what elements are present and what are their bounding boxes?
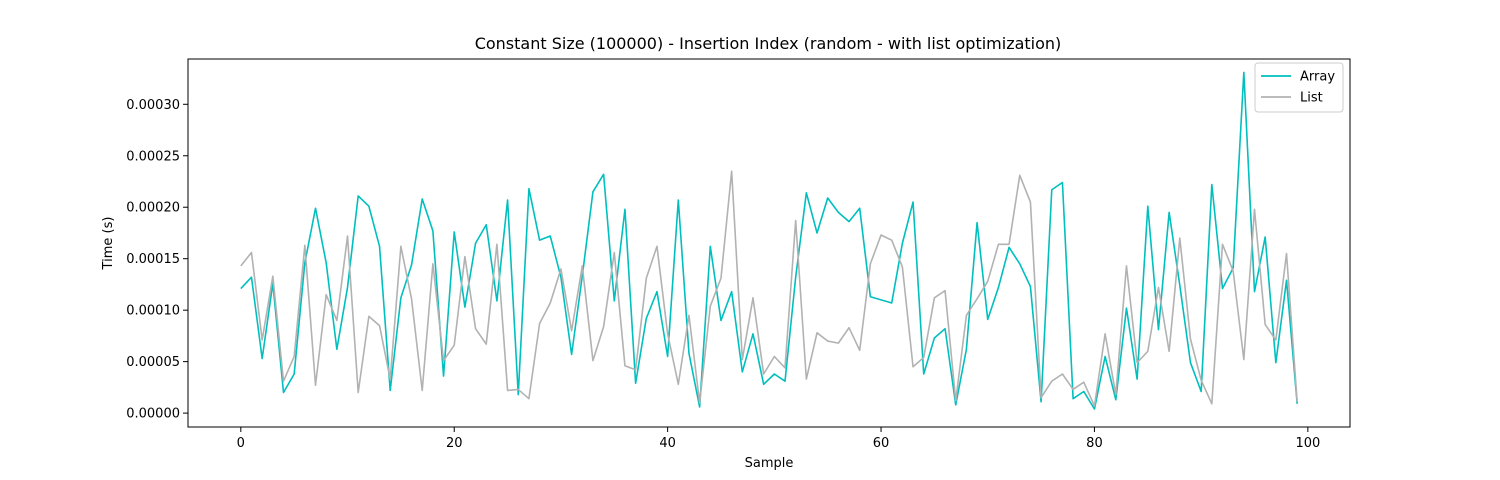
series-lines bbox=[240, 71, 1298, 410]
series-line-array bbox=[240, 71, 1298, 410]
x-axis: 0 20 40 60 80 100 bbox=[237, 427, 1320, 451]
legend: Array List bbox=[1254, 62, 1344, 113]
y-tick-label: 0.00020 bbox=[126, 201, 180, 216]
legend-label-array: Array bbox=[1300, 70, 1335, 85]
y-tick-label: 0.00025 bbox=[126, 149, 180, 164]
x-tick-label: 20 bbox=[446, 436, 463, 451]
plot-frame bbox=[187, 58, 1351, 428]
y-tick-label: 0.00005 bbox=[126, 355, 180, 370]
chart-title: Constant Size (100000) - Insertion Index… bbox=[475, 34, 1062, 53]
y-axis: 0.00000 0.00005 0.00010 0.00015 0.00020 0.000… bbox=[126, 98, 188, 422]
y-tick-label: 0.00000 bbox=[126, 407, 180, 422]
y-tick-label: 0.00030 bbox=[126, 98, 180, 113]
x-axis-label: Sample bbox=[745, 456, 794, 471]
x-tick-label: 60 bbox=[873, 436, 890, 451]
plot-area bbox=[187, 58, 1351, 428]
x-tick-label: 0 bbox=[237, 436, 245, 451]
legend-label-list: List bbox=[1300, 91, 1323, 106]
x-tick-label: 100 bbox=[1295, 436, 1320, 451]
y-tick-label: 0.00010 bbox=[126, 304, 180, 319]
y-tick-label: 0.00015 bbox=[126, 252, 180, 267]
x-tick-label: 40 bbox=[659, 436, 676, 451]
x-tick-label: 80 bbox=[1086, 436, 1103, 451]
series-line-list bbox=[240, 170, 1298, 407]
y-axis-label: Time (s) bbox=[101, 217, 116, 271]
